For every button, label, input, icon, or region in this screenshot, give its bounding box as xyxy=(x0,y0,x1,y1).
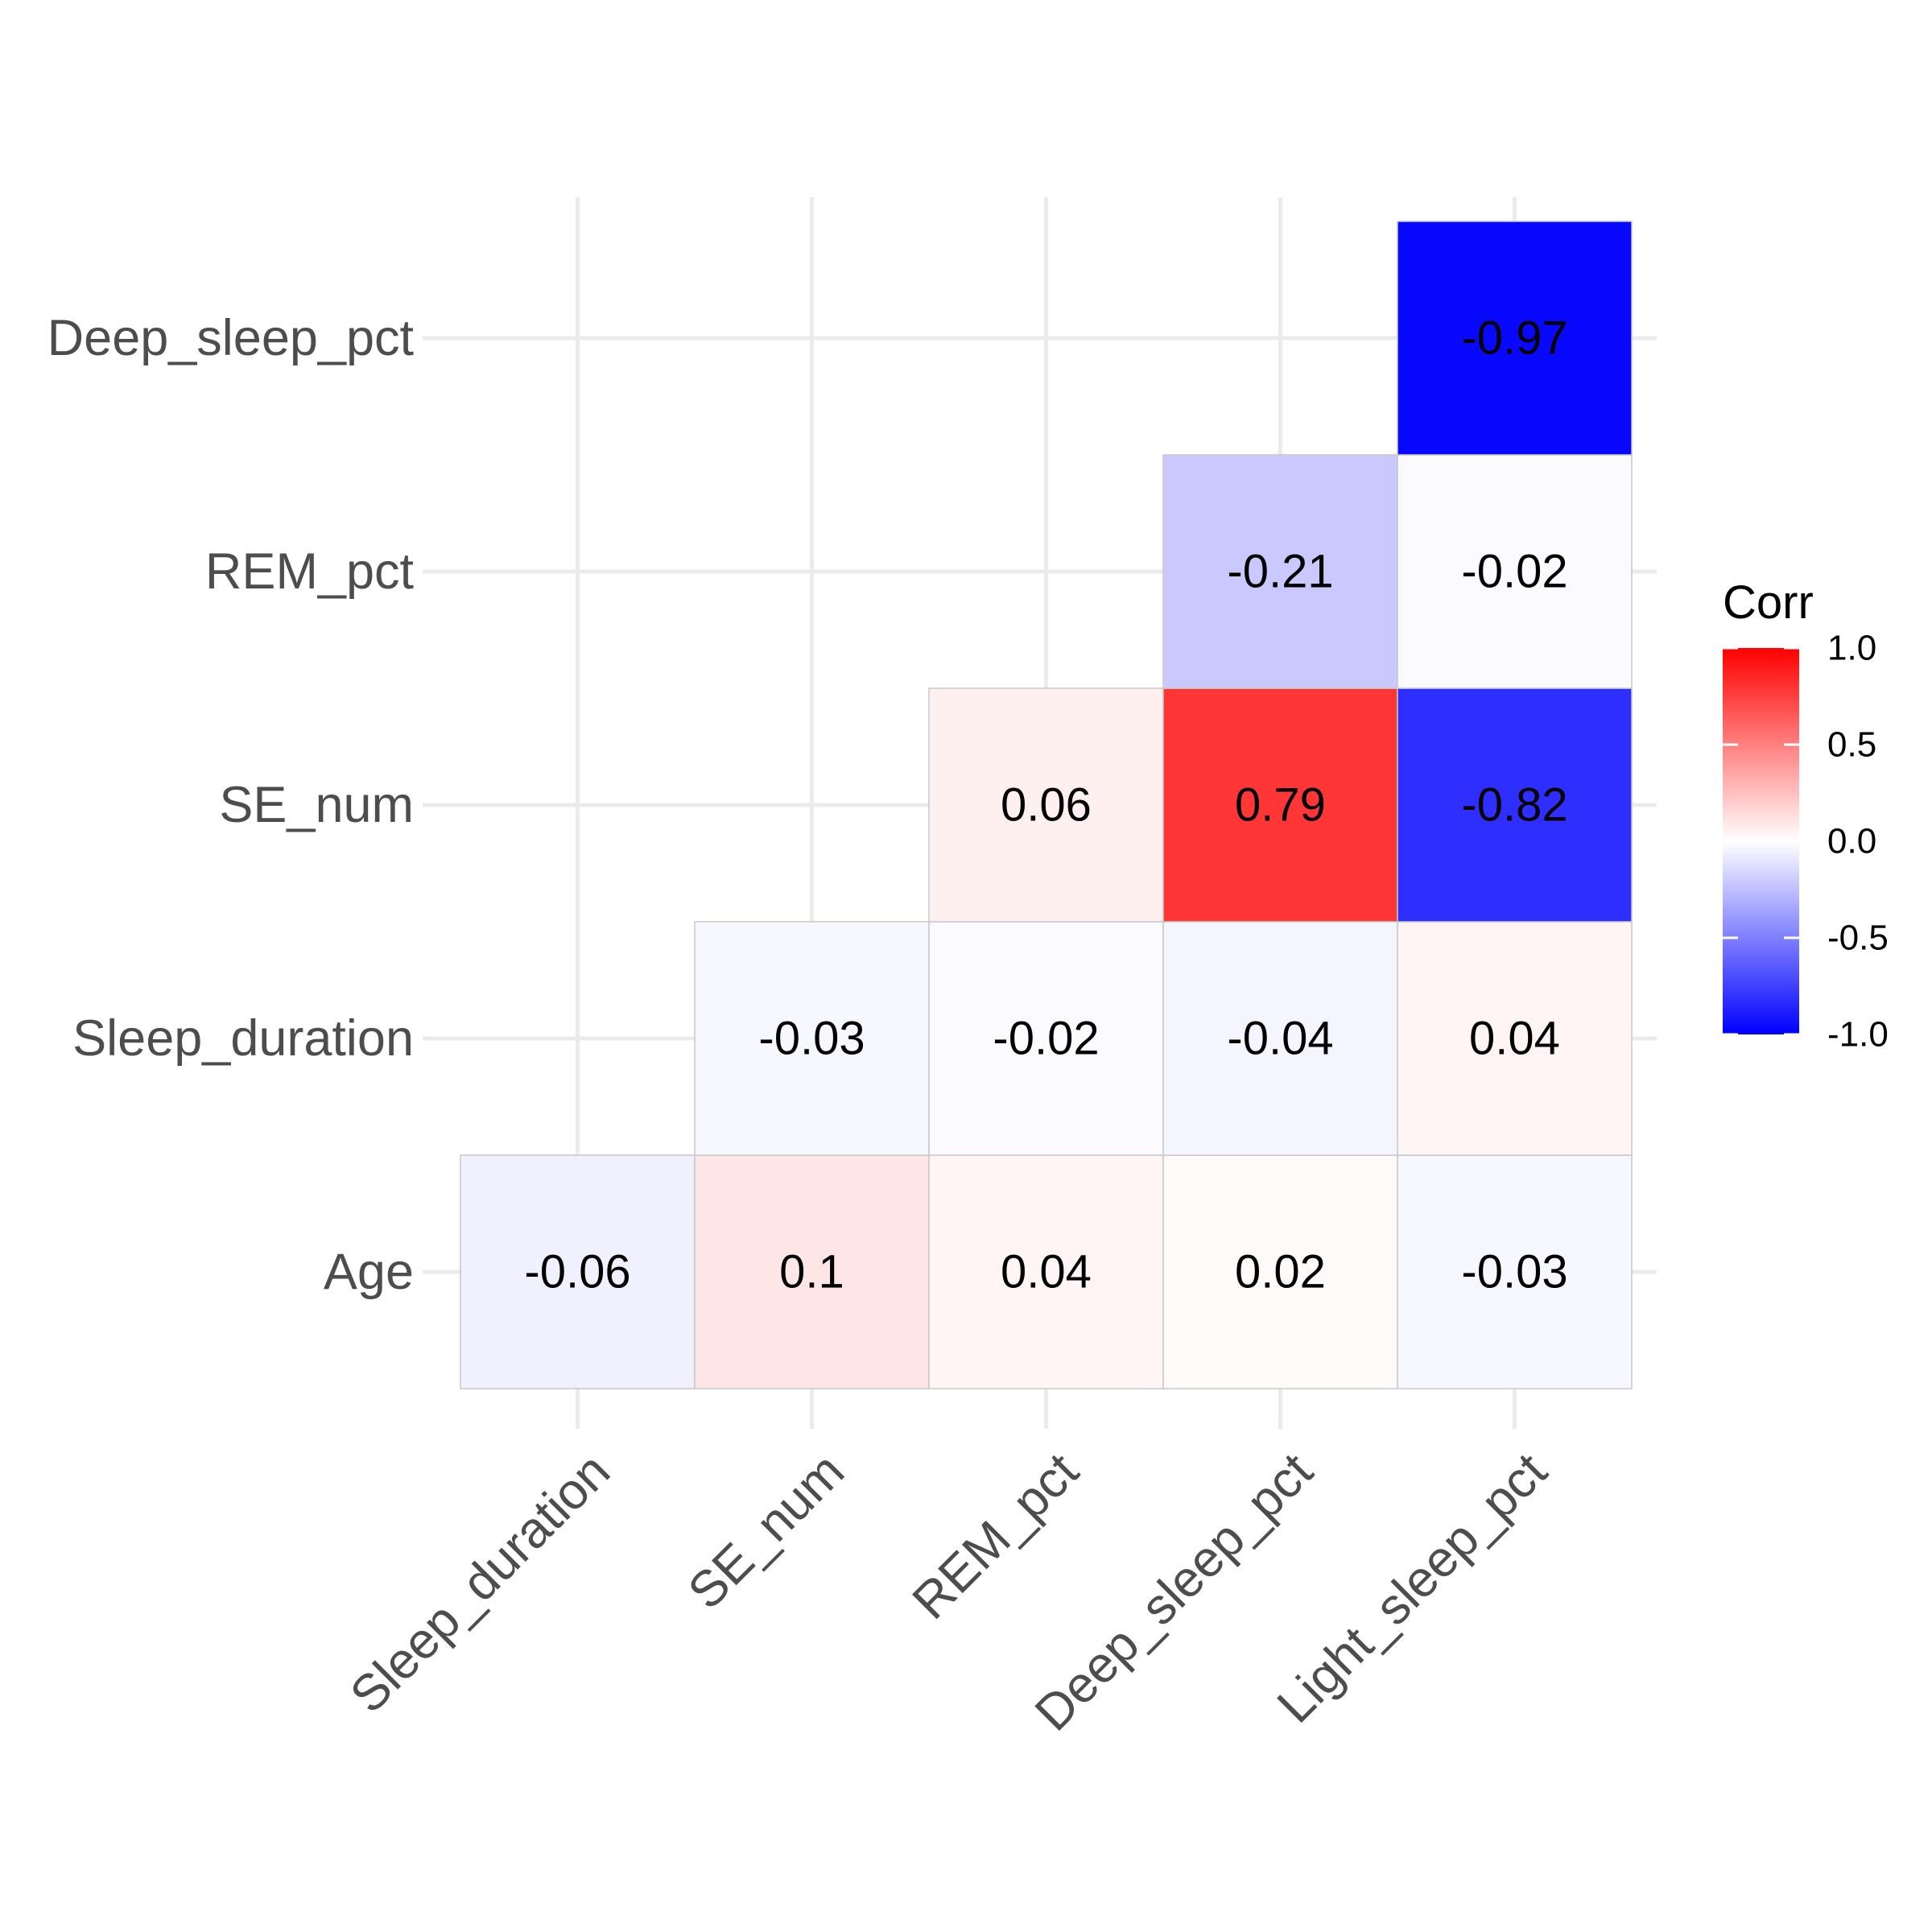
y-axis: Age Sleep_duration SE_num REM_pct Deep_sleep… xyxy=(47,310,415,1300)
x-tick-label: Sleep_duration xyxy=(340,1443,621,1724)
heatmap-cells xyxy=(460,221,1633,1389)
cell-value-label: -0.03 xyxy=(1461,1246,1567,1298)
y-tick-label: SE_num xyxy=(219,777,414,833)
heatmap-cell xyxy=(1397,921,1633,1156)
heatmap-cell xyxy=(1162,454,1398,689)
cell-value-label: -0.21 xyxy=(1227,546,1333,598)
x-tick-label: SE_num xyxy=(678,1443,855,1620)
cell-value-label: -0.04 xyxy=(1227,1013,1333,1065)
y-tick-label: Deep_sleep_pct xyxy=(47,310,415,366)
legend-title: Corr xyxy=(1723,576,1814,629)
x-axis: Sleep_duration SE_num REM_pctDeep_sleep_pc… xyxy=(340,1443,1558,1742)
heatmap-cell xyxy=(928,1154,1164,1389)
heatmap-cell xyxy=(928,687,1164,923)
cell-value-label: -0.02 xyxy=(993,1013,1099,1065)
cell-value-label: 0.1 xyxy=(779,1246,844,1298)
heatmap-cell xyxy=(1162,921,1398,1156)
heatmap-cell xyxy=(1397,454,1633,689)
heatmap-cell xyxy=(1397,221,1633,456)
heatmap-cell xyxy=(1397,687,1633,923)
heatmap-cell xyxy=(694,921,930,1156)
cell-value-label: 0.06 xyxy=(1001,779,1092,832)
x-tick-label: REM_pct xyxy=(902,1443,1089,1630)
legend-tick-label: 0.5 xyxy=(1827,725,1876,765)
heatmap-cell xyxy=(1397,1154,1633,1389)
heatmap-cell xyxy=(928,921,1164,1156)
y-tick-label: Sleep_duration xyxy=(72,1010,414,1067)
cell-labels: -0.06 0.1 0.04 0.02 -0.03 -0.03 -0.02 -0.04 0.04… xyxy=(524,312,1567,1298)
y-tick-label: Age xyxy=(324,1244,414,1300)
legend-tick-label: 1.0 xyxy=(1827,629,1876,668)
heatmap-cell xyxy=(694,1154,930,1389)
heatmap-cell xyxy=(460,1154,696,1389)
cell-value-label: -0.06 xyxy=(524,1246,630,1298)
heatmap-cell xyxy=(1162,687,1398,923)
cell-value-label: 0.79 xyxy=(1235,779,1326,832)
cell-value-label: -0.82 xyxy=(1461,779,1567,832)
cell-value-label: -0.03 xyxy=(758,1013,865,1065)
cell-value-label: 0.02 xyxy=(1235,1246,1326,1298)
cell-value-label: 0.04 xyxy=(1001,1246,1092,1298)
heatmap-cell xyxy=(1162,1154,1398,1389)
legend-tick-label: -1.0 xyxy=(1827,1015,1889,1055)
cell-value-label: -0.02 xyxy=(1461,546,1567,598)
cell-value-label: -0.97 xyxy=(1461,312,1567,365)
y-tick-label: REM_pct xyxy=(205,543,415,600)
cell-value-label: 0.04 xyxy=(1469,1013,1560,1065)
legend: Corr 1.0 0.5 0.0 -0.5 -1.0 xyxy=(1723,576,1889,1055)
legend-tick-label: -0.5 xyxy=(1827,919,1889,958)
legend-tick-label: 0.0 xyxy=(1827,822,1876,861)
